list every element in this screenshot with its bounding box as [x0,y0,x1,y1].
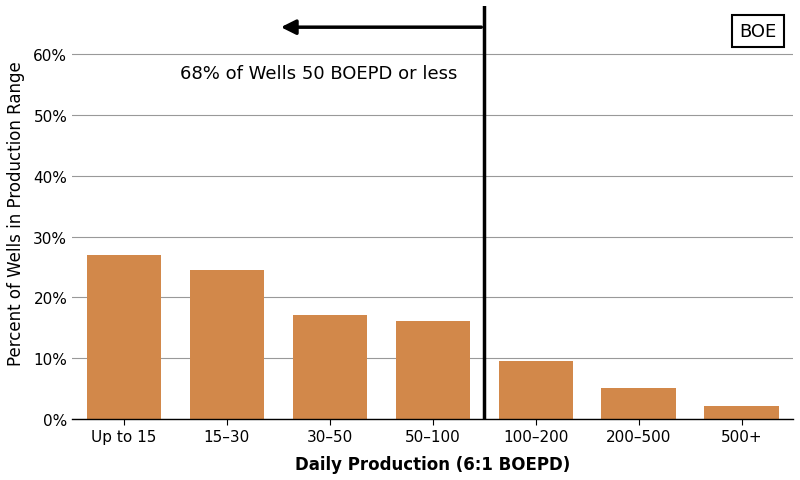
Y-axis label: Percent of Wells in Production Range: Percent of Wells in Production Range [7,61,25,365]
Text: 68% of Wells 50 BOEPD or less: 68% of Wells 50 BOEPD or less [180,64,458,83]
Bar [190,270,264,419]
Bar [498,361,573,419]
Bar [705,407,778,419]
Bar [395,322,470,419]
Bar [293,316,366,419]
Bar [86,255,161,419]
X-axis label: Daily Production (6:1 BOEPD): Daily Production (6:1 BOEPD) [295,455,570,473]
Bar [602,388,676,419]
